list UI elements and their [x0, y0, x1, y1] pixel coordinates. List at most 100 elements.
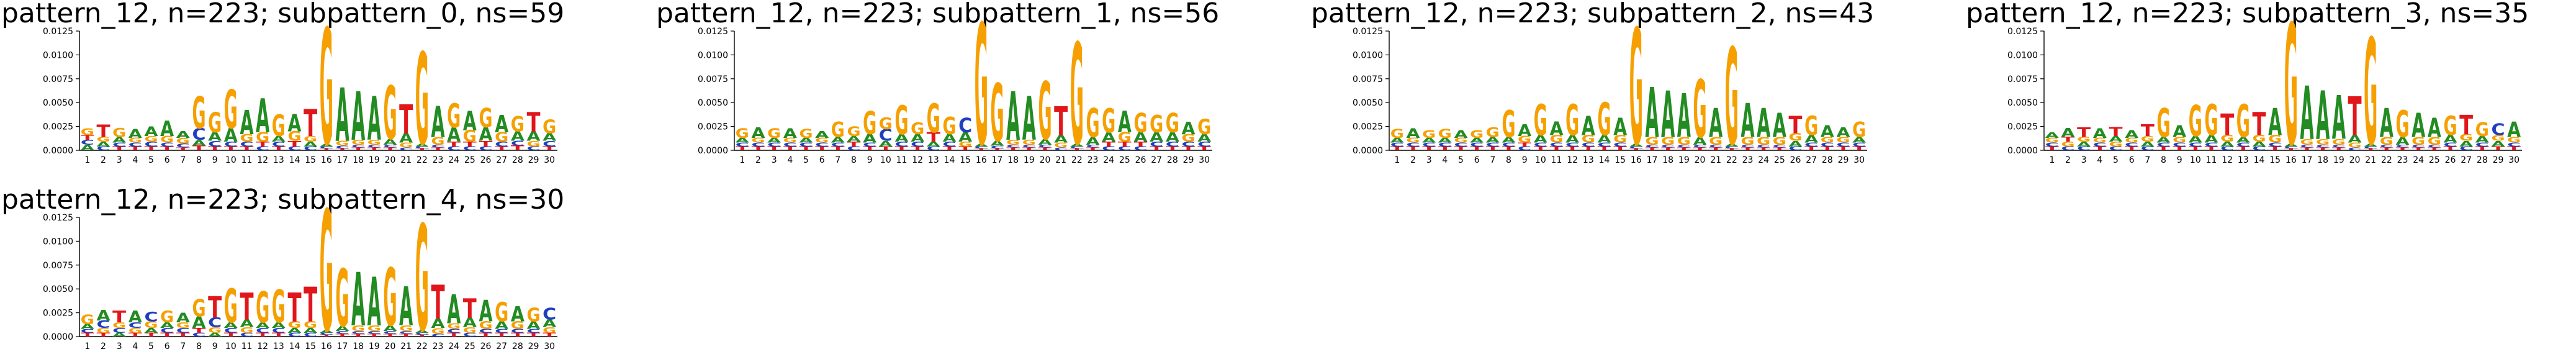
logo-letter-C: C [783, 142, 797, 148]
logo-letter-G: G [160, 309, 174, 327]
y-tick-label: 0.0000 [43, 146, 73, 156]
x-tick-label: 28 [512, 342, 523, 352]
x-tick-label: 28 [1167, 155, 1178, 165]
x-tick-label: 19 [369, 342, 380, 352]
logo-letter-G: G [1406, 137, 1420, 145]
logo-letter-A: A [1534, 133, 1547, 145]
logo-letter-C: C [447, 145, 461, 152]
logo-letter-T: T [335, 148, 349, 151]
logo-letter-A: A [160, 321, 174, 330]
logo-letter-T: T [2316, 147, 2330, 151]
logo-letter-T: T [367, 333, 381, 337]
y-tick-label: 0.0050 [698, 98, 728, 108]
logo-letter-T: T [1693, 147, 1706, 151]
logo-letter-A: A [1102, 130, 1116, 145]
x-tick-label: 29 [1183, 155, 1194, 165]
y-tick-label: 0.0050 [43, 98, 73, 108]
logo-letter-C: C [415, 332, 429, 335]
logo-letter-A: A [1645, 74, 1659, 154]
logo-letter-C: C [736, 142, 749, 148]
logo-letter-G: G [2332, 137, 2346, 147]
logo-letter-G: G [1757, 135, 1770, 148]
logo-letter-C: C [1693, 144, 1706, 148]
logo-letter-T: T [1709, 147, 1723, 151]
logo-letter-G: G [256, 129, 269, 145]
logo-letter-C: C [287, 145, 301, 152]
logo-letter-T: T [927, 130, 940, 145]
x-tick-label: 16 [321, 342, 332, 352]
logo-letter-C: C [128, 321, 142, 330]
logo-letter-T: T [1837, 145, 1850, 152]
logo-letter-C: C [2252, 145, 2266, 152]
x-tick-label: 19 [2333, 155, 2344, 165]
logo-letter-G: G [144, 320, 158, 330]
logo-letter-G: G [144, 134, 158, 143]
logo-letter-T: T [1677, 147, 1691, 151]
logo-letter-A: A [112, 332, 127, 338]
logo-letter-T: T [1438, 145, 1452, 152]
logo-letter-G: G [2189, 98, 2202, 147]
logo-letter-G: G [415, 28, 429, 175]
x-tick-label: 1 [1394, 155, 1400, 165]
logo-letter-C: C [1102, 145, 1115, 152]
x-tick-label: 20 [1040, 155, 1051, 165]
x-tick-label: 26 [480, 155, 492, 165]
x-tick-label: 7 [180, 155, 186, 165]
logo-letter-T: T [176, 332, 190, 338]
logo-letter-T: T [2284, 148, 2298, 151]
logo-letter-G: G [2220, 134, 2234, 144]
logo-letter-G: G [879, 116, 893, 134]
panel-title: pattern_12, n=223; subpattern_0, ns=59 [1, 0, 564, 29]
logo-letter-C: C [847, 145, 860, 152]
y-tick-label: 0.0100 [698, 50, 728, 60]
x-tick-label: 2 [2065, 155, 2071, 165]
logo-letter-C: C [1502, 142, 1515, 148]
logo-letter-A: A [2444, 133, 2457, 145]
logo-letter-A: A [415, 143, 429, 147]
logo-letter-C: C [894, 140, 908, 148]
y-tick-label: 0.0025 [43, 309, 73, 319]
y-tick-label: 0.0050 [1353, 98, 1383, 108]
logo-letter-C: C [192, 125, 205, 143]
logo-letter-A: A [1486, 135, 1500, 145]
logo-letter-A: A [2348, 133, 2362, 145]
logo-letter-A: A [1741, 95, 1754, 148]
x-tick-label: 18 [2317, 155, 2328, 165]
logo-letter-A: A [2220, 140, 2235, 148]
logo-letter-T: T [1182, 145, 1196, 152]
logo-letter-T: T [1038, 147, 1052, 151]
logo-letter-G: G [815, 137, 829, 145]
logo-letter-T: T [543, 332, 556, 338]
logo-letter-T: T [399, 96, 413, 142]
x-tick-label: 21 [400, 342, 412, 352]
x-tick-label: 30 [1199, 155, 1210, 165]
logo-letter-G: G [1693, 63, 1706, 155]
logo-letter-C: C [511, 328, 525, 334]
x-tick-label: 5 [2113, 155, 2119, 165]
x-tick-label: 14 [1599, 155, 1610, 165]
logo-letter-G: G [287, 320, 301, 330]
logo-letter-A: A [1438, 137, 1452, 144]
x-tick-label: 8 [851, 155, 857, 165]
logo-letter-T: T [1645, 147, 1659, 151]
logo-letter-T: T [145, 332, 158, 338]
logo-letter-T: T [224, 332, 238, 338]
logo-letter-T: T [2380, 147, 2394, 151]
logo-letter-G: G [1054, 141, 1068, 149]
logo-letter-C: C [1422, 142, 1436, 148]
logo-letter-C: C [463, 332, 477, 338]
logo-letter-G: G [1022, 138, 1036, 147]
logo-letter-C: C [1773, 144, 1786, 148]
x-tick-label: 3 [2081, 155, 2087, 165]
logo-letter-C: C [2125, 142, 2138, 148]
logo-letter-C: C [2061, 145, 2074, 152]
x-tick-label: 6 [1474, 155, 1480, 165]
logo-letter-G: G [224, 280, 238, 334]
logo-letter-G: G [320, 0, 333, 181]
logo-letter-T: T [208, 145, 222, 152]
logo-letter-C: C [2491, 120, 2505, 139]
y-tick-label: 0.0125 [1353, 27, 1383, 37]
logo-letter-A: A [1022, 84, 1036, 155]
logo-letter-G: G [2491, 133, 2505, 142]
logo-letter-A: A [1565, 133, 1579, 145]
